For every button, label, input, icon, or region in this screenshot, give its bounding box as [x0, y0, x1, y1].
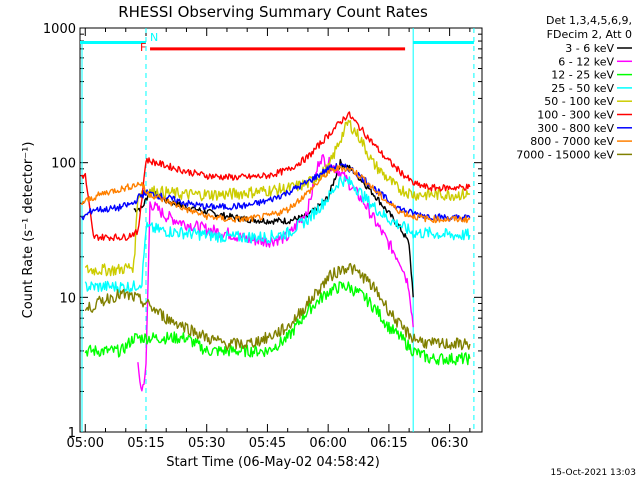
x-tick-label: 06:30 [431, 436, 468, 451]
x-tick-label: 06:15 [370, 436, 407, 451]
series-12-25-kev [84, 281, 471, 366]
series-6-12-kev [137, 154, 414, 392]
x-tick-label: 06:00 [309, 436, 346, 451]
x-tick-label: 05:00 [67, 436, 104, 451]
series-100-300-kev [80, 111, 471, 242]
y-tick-label: 1 [68, 426, 76, 441]
series-25-50-kev [84, 176, 471, 294]
series-800-7000-kev [80, 164, 471, 224]
legend-label-300-800-kev: 300 - 800 keV [537, 122, 614, 135]
legend-label-50-100-kev: 50 - 100 keV [544, 95, 614, 108]
x-axis-label: Start Time (06-May-02 04:58:42) [166, 455, 380, 470]
series-300-800-kev [81, 163, 471, 222]
series-7000-15000-kev [84, 262, 471, 351]
x-tick-label: 05:30 [188, 436, 225, 451]
legend-label-100-300-kev: 100 - 300 keV [537, 109, 614, 122]
y-tick-label: 10 [59, 291, 76, 306]
plot-area: 05:00 05:15 05:30 05:45 06:00 06:15 06:30 1 10 10… [43, 22, 483, 451]
legend-label-7000-15000-kev: 7000 - 15000 keV [516, 148, 614, 161]
legend-label-800-7000-kev: 800 - 7000 keV [530, 135, 614, 148]
flare-marker-label: F [140, 41, 146, 54]
y-tick-label: 100 [51, 157, 76, 172]
series-3-6-kev [133, 158, 414, 298]
footer-timestamp: 15-Oct-2021 13:03 [551, 468, 636, 478]
legend-label-6-12-kev: 6 - 12 keV [558, 55, 614, 68]
legend-label-3-6-kev: 3 - 6 keV [565, 42, 614, 55]
legend-header-line-1: Det 1,3,4,5,6,9, [546, 14, 632, 27]
chart-title: RHESSI Observing Summary Count Rates [118, 3, 428, 21]
y-axis-label: Count Rate (s⁻¹ detector⁻¹) [21, 142, 36, 319]
legend-label-25-50-kev: 25 - 50 keV [551, 82, 614, 95]
x-tick-label: 05:15 [127, 436, 164, 451]
legend-header-line-2: FDecim 2, Att 0 [547, 28, 632, 41]
night-marker-label: N [150, 31, 158, 44]
legend-label-12-25-kev: 12 - 25 keV [551, 69, 614, 82]
plot-frame [79, 27, 483, 433]
y-tick-label: 1000 [43, 22, 76, 37]
x-tick-label: 05:45 [249, 436, 286, 451]
